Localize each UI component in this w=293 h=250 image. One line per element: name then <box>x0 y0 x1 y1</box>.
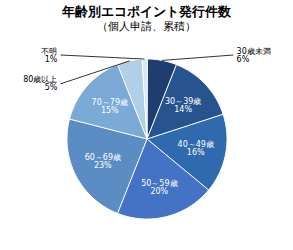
svg-text:60～69歳23%: 60～69歳23% <box>85 153 121 170</box>
html-text:（個人申請、累積）: （個人申請、累積） <box>97 20 196 33</box>
svg-text:30歳未満6%: 30歳未満6% <box>237 47 271 64</box>
svg-text:不明1%: 不明1% <box>41 47 57 64</box>
svg-text:50～59歳20%: 50～59歳20% <box>141 179 177 196</box>
html-text:年齢別エコポイント発行件数: 年齢別エコポイント発行件数 <box>62 4 231 19</box>
svg-text:70～79歳15%: 70～79歳15% <box>92 98 128 115</box>
svg-text:30～39歳14%: 30～39歳14% <box>165 97 201 114</box>
svg-text:40～49歳16%: 40～49歳16% <box>178 140 214 157</box>
svg-text:80歳以上5%: 80歳以上5% <box>23 75 58 92</box>
